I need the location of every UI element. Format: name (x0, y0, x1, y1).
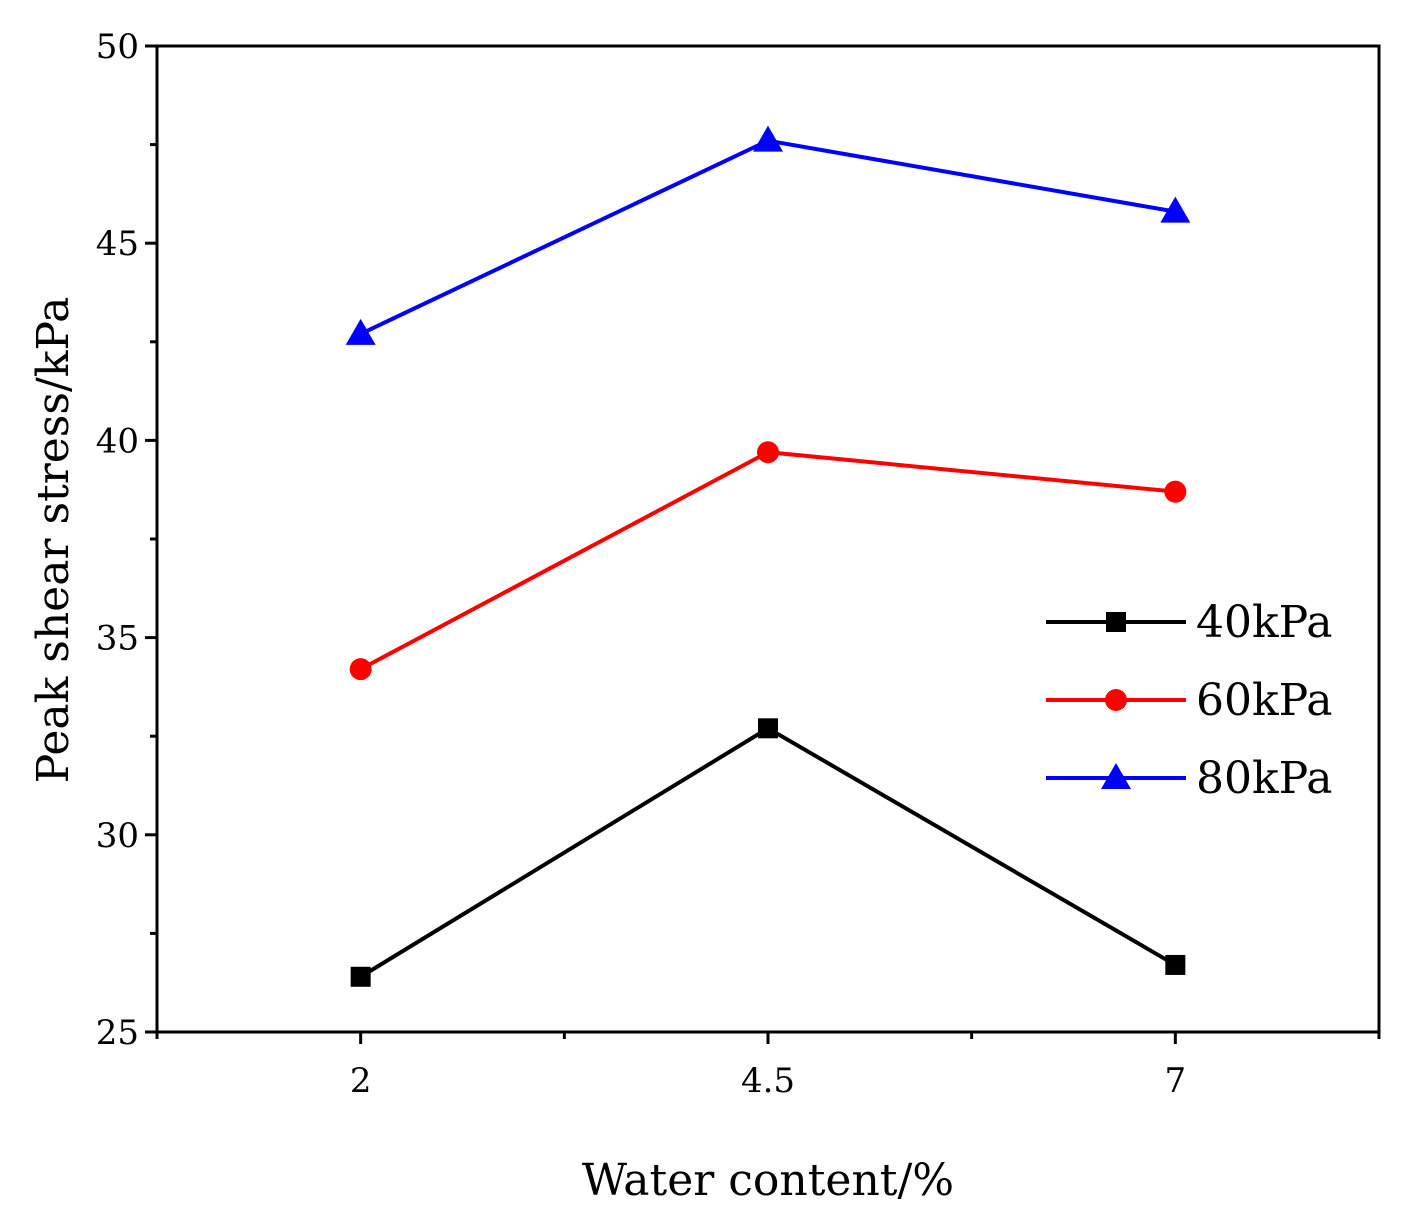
data-point-40kpa (1165, 954, 1186, 975)
x-tick-label: 4.5 (741, 1061, 795, 1101)
y-tick-label: 35 (96, 619, 139, 659)
series-line-80kpa (359, 138, 1176, 336)
legend-label-80kpa: 80kPa (1196, 753, 1333, 804)
data-point-80kpa (1160, 196, 1191, 223)
y-tick-label: 40 (96, 421, 139, 461)
legend: 40kPa 60kPa 80kPa (1046, 597, 1333, 804)
legend-item-60kpa: 60kPa (1046, 675, 1333, 726)
legend-item-40kpa: 40kPa (1046, 597, 1333, 648)
legend-item-80kpa: 80kPa (1046, 753, 1333, 804)
y-tick-label: 45 (96, 224, 139, 264)
data-point-60kpa (1164, 480, 1187, 503)
series-line-60kpa (359, 450, 1176, 671)
data-point-40kpa (758, 718, 778, 739)
x-tick-label: 7 (1165, 1061, 1187, 1101)
legend-label-40kpa: 40kPa (1196, 597, 1333, 648)
data-point-60kpa (757, 441, 779, 464)
series-40kpa (350, 718, 1186, 987)
series-group (345, 125, 1191, 987)
x-axis-title: Water content/% (582, 1155, 954, 1206)
legend-marker-80kpa (1101, 763, 1131, 789)
plot-frame (155, 44, 1381, 1034)
series-80kpa (345, 125, 1191, 345)
data-point-80kpa (345, 318, 376, 345)
legend-label-60kpa: 60kPa (1196, 675, 1333, 726)
data-point-60kpa (349, 658, 372, 681)
x-tick-label: 2 (350, 1061, 372, 1101)
y-tick-label: 50 (96, 27, 139, 67)
series-line-40kpa (359, 725, 1177, 979)
data-point-40kpa (350, 966, 371, 987)
legend-marker-40kpa (1106, 612, 1126, 632)
x-axis-ticks: 2 4.5 7 (155, 1032, 1381, 1101)
series-60kpa (349, 441, 1187, 681)
y-tick-label: 30 (96, 816, 139, 856)
y-tick-label: 25 (96, 1013, 139, 1053)
legend-marker-60kpa (1105, 689, 1127, 711)
y-axis-ticks: 25 30 35 40 45 50 (96, 27, 157, 1053)
y-axis-title: Peak shear stress/kPa (28, 297, 79, 784)
data-point-80kpa (753, 125, 783, 152)
